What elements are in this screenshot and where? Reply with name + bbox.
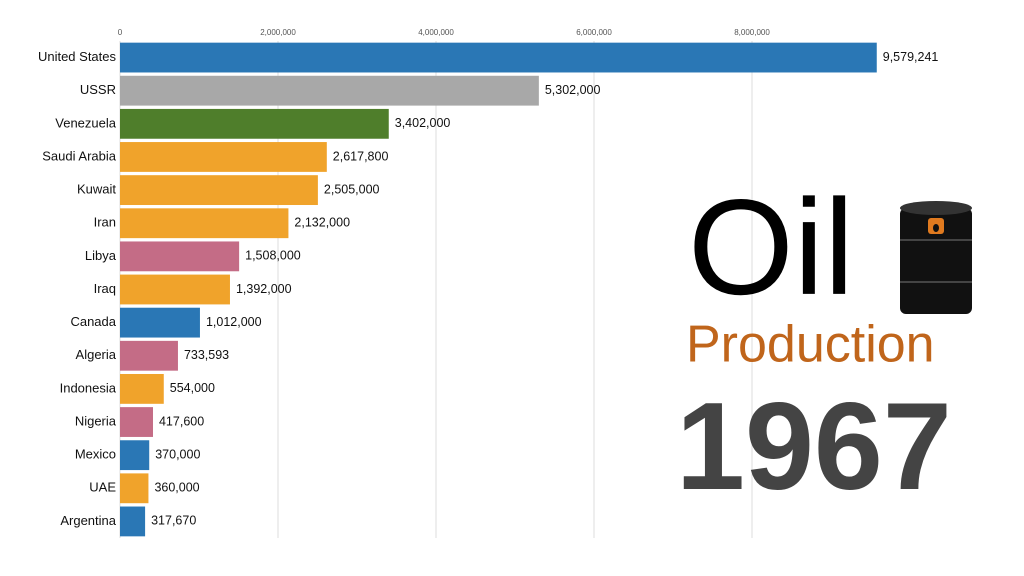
bar [120,42,877,73]
value-label: 317,670 [151,514,196,528]
x-tick-label: 2,000,000 [260,28,296,37]
y-tick-label: Iran [94,215,116,230]
y-tick-label: Saudi Arabia [42,148,116,163]
value-label: 9,579,241 [883,50,939,64]
bar [120,373,164,404]
y-tick-label: Algeria [76,347,117,362]
year-label: 1967 [676,378,952,516]
y-tick-label: Argentina [60,513,116,528]
value-label: 2,132,000 [294,216,350,230]
bar [120,440,150,471]
bar [120,407,153,437]
value-label: 2,505,000 [324,182,380,196]
value-label: 733,593 [184,348,229,362]
value-label: 3,402,000 [395,116,451,130]
bar [120,142,327,172]
y-tick-label: Libya [85,248,117,263]
value-label: 417,600 [159,414,204,428]
value-label: 370,000 [155,447,200,461]
value-label: 1,508,000 [245,249,301,263]
y-tick-label: Mexico [75,447,116,462]
bar [120,75,539,106]
bar [120,307,200,338]
bar [120,340,178,371]
value-label: 5,302,000 [545,83,601,97]
chart-subtitle: Production [686,316,935,374]
bar [120,274,230,305]
bar [120,473,149,504]
bar [120,241,240,272]
y-tick-label: USSR [80,82,116,97]
chart-title: Oil [688,171,854,323]
y-tick-label: Indonesia [60,380,117,395]
x-tick-label: 6,000,000 [576,28,612,37]
x-tick-label: 0 [118,28,123,37]
value-label: 554,000 [170,381,215,395]
y-tick-label: United States [38,49,117,64]
oil-barrel-icon [900,201,972,314]
bar [120,175,318,206]
bar [120,506,146,537]
value-label: 1,012,000 [206,315,262,329]
y-tick-label: Canada [70,314,116,329]
value-label: 2,617,800 [333,149,389,163]
y-tick-label: Iraq [94,281,116,296]
y-tick-label: UAE [89,480,116,495]
bar [120,208,289,239]
y-tick-label: Kuwait [77,182,116,197]
x-tick-label: 4,000,000 [418,28,454,37]
y-tick-label: Nigeria [75,413,117,428]
y-tick-label: Venezuela [55,115,116,130]
value-label: 360,000 [154,481,199,495]
value-label: 1,392,000 [236,282,292,296]
x-tick-label: 8,000,000 [734,28,770,37]
bar [120,108,389,139]
